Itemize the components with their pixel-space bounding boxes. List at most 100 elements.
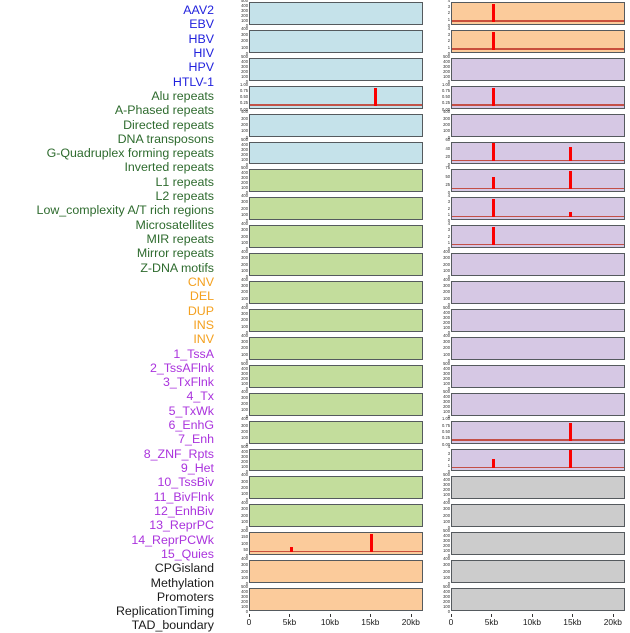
track-panel[interactable] [249,308,423,332]
track-panel[interactable] [249,281,423,304]
track-panel[interactable] [451,253,625,277]
y-tick-label: 2 [447,205,450,211]
y-tick-label: 0.50 [442,428,450,434]
track-row: 500 400 300 200 100 0 [223,54,423,84]
track-panel[interactable] [249,197,423,221]
track-panel[interactable] [451,197,625,221]
track-panel[interactable] [249,29,423,53]
track-panel[interactable] [249,476,423,500]
track-panel[interactable] [249,420,423,444]
x-tick-label: 15kb [361,617,380,627]
x-tick-mark [410,614,412,617]
track-panel[interactable] [451,420,625,444]
track-panel[interactable] [249,392,423,416]
track-panel[interactable] [249,85,423,109]
data-spike [568,422,572,441]
x-axis-left: 0 5kb 10kb 15kb 20kb [247,614,423,630]
y-tick-label: 0 [245,469,248,475]
y-tick-label: 75 [445,165,450,171]
track-panel[interactable] [249,169,423,193]
y-tick-label: 500 [241,165,248,171]
track-panel[interactable] [451,560,625,584]
y-tick-label: 20 [445,154,450,160]
row-label: 9_Het [180,461,214,475]
track-panel[interactable] [249,336,423,360]
y-tick-label: 500 [443,304,450,310]
y-tick-label: 400 [241,248,248,254]
track-panel[interactable] [451,504,625,528]
y-tick-label: 500 [443,388,450,394]
y-tick-label: 0 [447,78,450,84]
y-tick-label: 0 [447,413,450,419]
row-label: 7_Enh [178,432,214,447]
track-panel[interactable] [451,336,625,360]
track-panel[interactable] [249,2,423,25]
y-tick-label: 300 [241,227,248,233]
track-panel[interactable] [451,225,625,249]
track-panel[interactable] [249,253,423,277]
track-panel[interactable] [451,532,625,556]
y-tick-label: 400 [241,58,248,64]
track-panel[interactable] [451,448,625,472]
row-label: CNV [187,274,214,289]
y-tick-label: 200 [241,152,248,158]
track-panel[interactable] [249,448,423,472]
track-panel[interactable] [249,364,423,388]
y-tick-label: 500 [241,360,248,366]
track-panel[interactable] [451,29,625,53]
track-panel[interactable] [249,225,423,249]
row-label: 8_ZNF_Rpts [143,446,214,461]
track-panel[interactable] [451,392,625,416]
track-panel[interactable] [451,308,625,332]
y-axis: 400 300 200 100 0 [223,248,249,279]
y-tick-label: 4 [447,0,450,3]
track-panel[interactable] [451,588,625,611]
track-panel[interactable] [249,57,423,81]
y-tick-label: 50 [445,173,450,179]
row-label: 15_Quies [160,546,214,561]
y-tick-label: 1.00 [442,81,450,87]
y-axis: 400 300 200 100 0 [223,333,249,363]
x-tick-label: 10kb [320,617,340,627]
track-panel[interactable] [249,141,423,165]
track-panel[interactable] [451,57,625,81]
y-tick-label: 100 [443,518,450,524]
y-tick-label: 200 [241,484,248,490]
track-panel[interactable] [249,504,423,528]
y-tick-label: 400 [443,109,450,115]
y-tick-label: 0 [245,497,248,503]
row-label: L2 repeats [155,189,214,204]
y-axis: 500 400 300 200 100 0 [223,360,249,391]
y-tick-label: 0.25 [240,100,248,106]
track-row: 400 300 200 100 0 [425,109,625,140]
y-tick-label: 300 [241,562,248,568]
data-spike [492,227,496,246]
track-panel[interactable] [451,85,625,109]
track-panel[interactable] [249,532,423,556]
track-panel[interactable] [451,2,625,25]
y-tick-label: 200 [241,68,248,74]
track-panel[interactable] [451,141,625,165]
y-axis: 400 300 200 100 0 [223,305,249,335]
track-panel[interactable] [249,113,423,137]
track-panel[interactable] [249,588,423,611]
y-tick-label: 200 [241,261,248,267]
baseline [452,438,624,441]
y-tick-label: 400 [241,365,248,371]
track-panel[interactable] [451,113,625,137]
track-panel[interactable] [249,560,423,584]
y-axis: 400 300 200 100 0 [223,417,249,447]
data-spike [492,458,496,469]
row-label: DNA transposons [117,131,214,146]
row-label: Low_complexity A/T rich regions [36,203,214,218]
track-panel[interactable] [451,476,625,500]
track-panel[interactable] [451,281,625,304]
y-tick-label: 200 [443,568,450,574]
y-tick-label: 400 [443,58,450,64]
y-tick-label: 500 [443,360,450,366]
track-row: 500 400 300 200 100 0 [425,388,625,419]
row-label: Alu repeats [151,88,214,103]
track-panel[interactable] [451,364,625,388]
track-panel[interactable] [451,169,625,193]
